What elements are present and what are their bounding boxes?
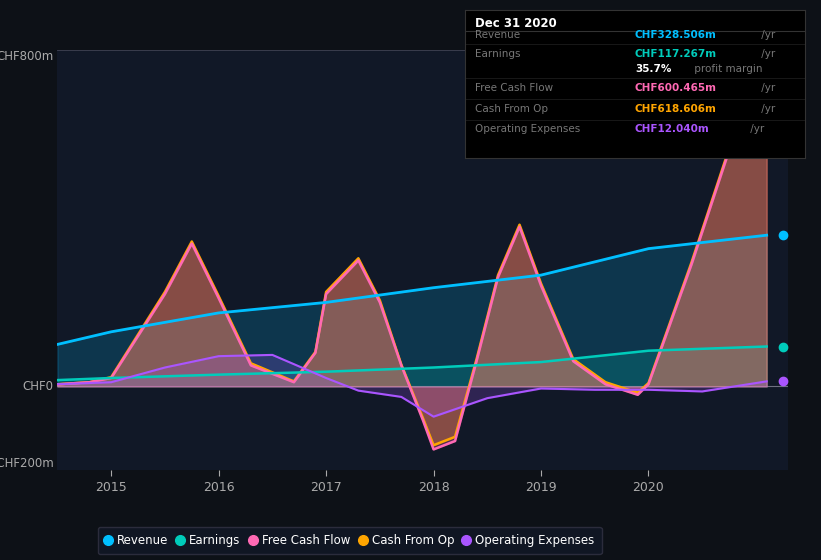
Text: /yr: /yr bbox=[759, 83, 776, 93]
Text: /yr: /yr bbox=[759, 49, 776, 59]
Text: Free Cash Flow: Free Cash Flow bbox=[475, 83, 553, 93]
Text: CHF117.267m: CHF117.267m bbox=[635, 49, 717, 59]
Text: CHF600.465m: CHF600.465m bbox=[635, 83, 717, 93]
Text: profit margin: profit margin bbox=[691, 64, 763, 73]
Text: /yr: /yr bbox=[747, 124, 764, 134]
Text: /yr: /yr bbox=[759, 104, 776, 114]
Text: CHF0: CHF0 bbox=[23, 380, 54, 393]
Text: 35.7%: 35.7% bbox=[635, 64, 672, 73]
Text: /yr: /yr bbox=[759, 30, 776, 40]
Text: Revenue: Revenue bbox=[475, 30, 521, 40]
Text: Dec 31 2020: Dec 31 2020 bbox=[475, 17, 557, 30]
Text: CHF618.606m: CHF618.606m bbox=[635, 104, 717, 114]
Text: -CHF200m: -CHF200m bbox=[0, 458, 54, 470]
Text: CHF800m: CHF800m bbox=[0, 50, 54, 63]
Text: CHF328.506m: CHF328.506m bbox=[635, 30, 717, 40]
Text: Cash From Op: Cash From Op bbox=[475, 104, 548, 114]
Text: CHF12.040m: CHF12.040m bbox=[635, 124, 709, 134]
Legend: Revenue, Earnings, Free Cash Flow, Cash From Op, Operating Expenses: Revenue, Earnings, Free Cash Flow, Cash … bbox=[98, 527, 602, 554]
Text: Operating Expenses: Operating Expenses bbox=[475, 124, 580, 134]
Text: Earnings: Earnings bbox=[475, 49, 521, 59]
